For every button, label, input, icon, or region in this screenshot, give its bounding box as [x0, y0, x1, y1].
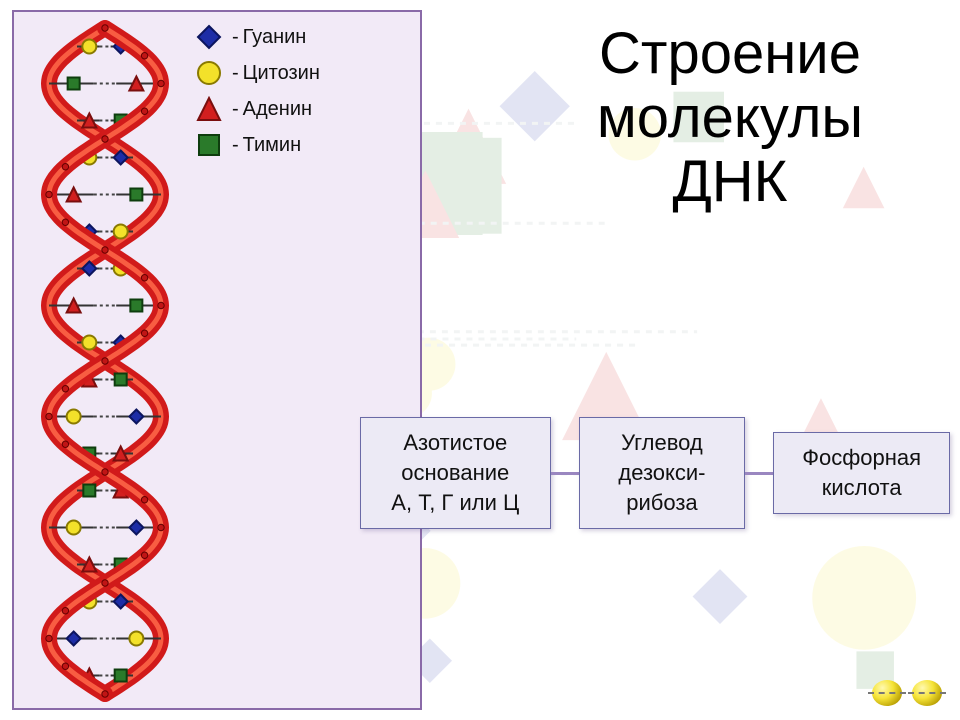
legend-item: -Тимин: [196, 132, 406, 158]
next-slide-button[interactable]: [912, 680, 942, 706]
legend-item: -Гуанин: [196, 24, 406, 50]
slide-nav: [872, 680, 942, 706]
legend-label: Гуанин: [243, 26, 307, 49]
flow-box-phosphate: Фосфорнаякислота: [773, 432, 950, 513]
flow-box-sugar: Углеводдезокси-рибоза: [579, 417, 746, 528]
flow-connector: [551, 472, 579, 475]
legend-dash: -: [232, 26, 239, 49]
slide: -Гуанин-Цитозин-Аденин-Тимин Строениемол…: [0, 0, 960, 720]
diamond-icon: [196, 24, 222, 50]
circle-icon: [196, 60, 222, 86]
legend-item: -Аденин: [196, 96, 406, 122]
legend-dash: -: [232, 98, 239, 121]
title-line: молекулы: [520, 86, 940, 150]
legend-dash: -: [232, 134, 239, 157]
legend-label: Цитозин: [243, 62, 320, 85]
dna-helix-figure: [20, 18, 190, 704]
flow-box-base: АзотистоеоснованиеА, Т, Г или Ц: [360, 417, 551, 528]
legend-item: -Цитозин: [196, 60, 406, 86]
triangle-icon: [196, 96, 222, 122]
slide-title: СтроениемолекулыДНК: [520, 22, 940, 213]
square-icon: [196, 132, 222, 158]
nucleotide-flowchart: АзотистоеоснованиеА, Т, Г или Ц Углеводд…: [360, 398, 950, 548]
legend-label: Аденин: [243, 98, 312, 121]
legend-label: Тимин: [243, 134, 301, 157]
prev-slide-button[interactable]: [872, 680, 902, 706]
nucleobase-legend: -Гуанин-Цитозин-Аденин-Тимин: [196, 24, 406, 168]
flow-connector: [745, 472, 773, 475]
dna-panel: -Гуанин-Цитозин-Аденин-Тимин: [12, 10, 422, 710]
title-line: Строение: [520, 22, 940, 86]
title-line: ДНК: [520, 150, 940, 214]
legend-dash: -: [232, 62, 239, 85]
